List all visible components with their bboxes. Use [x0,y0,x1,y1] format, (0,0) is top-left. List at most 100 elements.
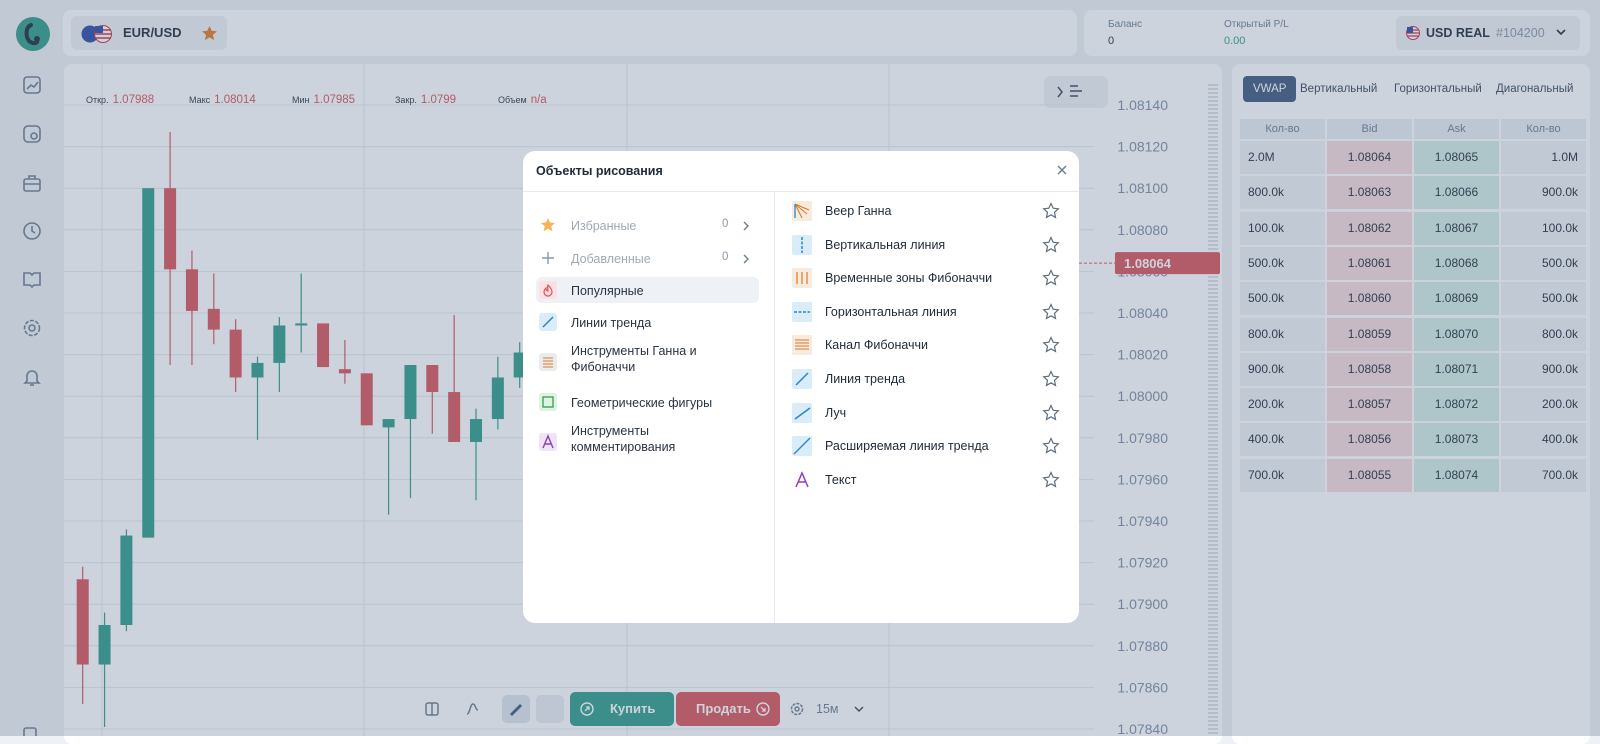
candle-body [229,329,242,378]
close-button[interactable] [1056,164,1068,176]
tool-icon[interactable] [424,701,440,717]
instrument-tab[interactable]: EUR/USD [71,16,227,50]
flags [81,25,112,43]
sell-icon [756,702,770,716]
orderbook-cell: 800.0k [1501,317,1586,351]
buy-button[interactable]: Купить [570,692,674,726]
orderbook-tab[interactable]: Диагональный [1496,83,1574,95]
favorite-toggle[interactable] [1042,235,1060,254]
nav-exit[interactable] [22,726,42,736]
nav-notifications[interactable] [22,367,42,387]
drawing-tool-active[interactable] [502,695,530,723]
y-tick-label: 1.07940 [1117,513,1168,529]
favorite-star[interactable] [201,25,218,42]
candle-body [76,579,89,665]
orderbook-tab[interactable]: VWAP [1243,76,1297,102]
favorite-toggle[interactable] [1042,269,1060,287]
tool-icon [792,369,812,389]
panel-toggle[interactable] [1044,76,1108,108]
candle-body [317,323,330,368]
account-name: USD REAL [1426,26,1490,40]
category-icon [539,433,557,451]
orderbook-tab[interactable]: Горизонтальный [1394,83,1482,95]
category-item[interactable]: Добавленные 0 [536,245,759,271]
ohlc-value: 1.07988 [112,94,155,106]
orderbook-cell: 1.08067 [1414,211,1499,245]
favorite-toggle[interactable] [1042,202,1060,220]
candle-body [338,369,351,374]
order-book: VWAP Вертикальный Горизонтальный Диагональн… [1232,64,1590,744]
settings-icon[interactable] [790,702,804,716]
nav-education[interactable] [22,269,42,289]
favorite-toggle[interactable] [1042,336,1060,354]
tool-item[interactable]: Горизонтальная линия [789,301,1069,324]
sidebar [0,0,58,736]
tool-item[interactable]: Канал Фибоначчи [789,335,1069,357]
timeframe-caret[interactable] [854,706,864,714]
candle-body [295,323,308,326]
ohlc-value: 1.08014 [214,94,256,106]
orderbook-cell: 1.08059 [1327,317,1412,351]
category-icon [542,252,554,264]
buy-icon [580,702,594,716]
ohlc-item: Мин 1.07985 [292,90,355,108]
tool-icon [795,470,809,488]
y-tick-label: 1.07840 [1117,721,1168,736]
category-item[interactable]: Геометрические фигуры [536,389,759,415]
timeframe[interactable]: 15м [816,702,839,716]
tool-item[interactable]: Луч [789,402,1069,425]
candle-body [448,392,461,442]
tool-item[interactable]: Линия тренда [789,369,1069,391]
category-item[interactable]: Популярные [536,277,759,303]
favorite-toggle[interactable] [1042,437,1060,455]
candle-body [120,535,133,625]
balance-label: Баланс [1108,19,1143,30]
nav-portfolio[interactable] [22,173,42,193]
category-icon [540,218,555,232]
y-tick-label: 1.07860 [1117,679,1168,695]
favorite-toggle[interactable] [1042,370,1060,388]
orderbook-header: Ask [1414,119,1499,139]
ohlc-label: Откр. [86,95,109,105]
nav-analytics[interactable] [22,124,42,144]
price-ruler [1208,84,1218,736]
candle-body [185,269,198,311]
candle-body [382,419,395,428]
y-tick-label: 1.08120 [1117,139,1168,155]
orderbook-cell: 400.0k [1501,423,1586,457]
category-icon [539,313,557,331]
favorite-toggle[interactable] [1042,302,1060,321]
favorite-toggle[interactable] [1042,403,1060,422]
category-item[interactable]: Инструменты комментирования [536,421,759,463]
category-item[interactable]: Линии тренда [536,309,759,335]
tool-item[interactable]: Веер Ганна [789,201,1069,223]
category-label: Линии тренда [571,316,652,330]
tool-item[interactable]: Вертикальная линия [789,234,1069,257]
candle-body [207,308,220,330]
category-label: Добавленные [571,252,651,266]
orderbook-cell: 200.0k [1240,388,1325,422]
orderbook-tab[interactable]: Вертикальный [1300,83,1378,95]
tool-disabled[interactable] [536,695,564,723]
indicators-icon[interactable] [464,701,480,717]
orderbook-header: Кол-во [1240,119,1325,139]
tool-item[interactable]: Временные зоны Фибоначчи [789,268,1069,290]
account-selector[interactable]: USD REAL #104200 [1396,16,1580,50]
logo[interactable] [16,17,50,51]
tool-item[interactable]: Текст [789,470,1069,492]
panel-toggle-icon [1057,85,1082,98]
category-label: Геометрические фигуры [571,396,713,410]
tool-item[interactable]: Расширяемая линия тренда [789,436,1069,458]
orderbook-cell: 2.0M [1240,141,1325,174]
candle-body [404,365,417,420]
orderbook-header: Bid [1327,119,1412,139]
nav-chart[interactable] [22,75,42,95]
caret [1556,29,1566,36]
orderbook-cell: 1.08056 [1327,423,1412,457]
category-item[interactable]: Избранные 0 [536,212,759,238]
category-item[interactable]: Инструменты Ганна и Фибоначчи [536,341,759,383]
nav-history[interactable] [22,221,42,241]
sell-button[interactable]: Продать [676,692,780,726]
favorite-toggle[interactable] [1042,470,1060,489]
nav-settings[interactable] [22,318,42,338]
